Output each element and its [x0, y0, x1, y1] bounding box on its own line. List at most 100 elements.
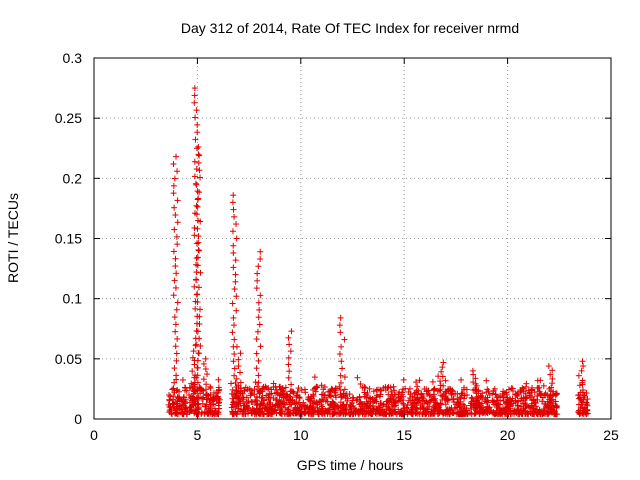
data-point — [369, 395, 376, 402]
data-point — [235, 395, 242, 402]
data-point — [514, 402, 521, 409]
data-point — [231, 322, 238, 329]
data-point — [499, 391, 506, 398]
data-point — [579, 377, 586, 384]
data-point — [466, 409, 473, 416]
data-point — [194, 129, 201, 136]
data-point — [315, 408, 322, 415]
data-point — [200, 360, 207, 367]
data-point — [347, 402, 354, 409]
data-point — [171, 277, 178, 284]
data-point — [369, 405, 376, 412]
data-point — [192, 136, 199, 143]
data-point — [430, 410, 437, 417]
data-point — [545, 363, 552, 370]
data-point — [215, 376, 222, 383]
data-point — [547, 371, 554, 378]
data-point — [281, 394, 288, 401]
data-point — [504, 398, 511, 405]
data-point — [286, 341, 293, 348]
data-point — [341, 374, 348, 381]
data-point — [194, 372, 201, 379]
data-point — [421, 386, 428, 393]
data-point — [455, 399, 462, 406]
data-point — [191, 283, 198, 290]
data-point — [187, 404, 194, 411]
data-point — [337, 379, 344, 386]
data-point — [578, 398, 585, 405]
data-point — [553, 391, 560, 398]
data-point — [174, 386, 181, 393]
axis-ticks: 0 5 10 15 20 25 0 0.05 0.1 0.15 0.2 0.25 0.3 — [55, 50, 619, 443]
data-point — [230, 358, 237, 365]
data-point — [207, 385, 214, 392]
data-point — [174, 197, 181, 204]
data-point — [491, 410, 498, 417]
data-point — [403, 405, 410, 412]
data-point — [209, 395, 216, 402]
data-point — [235, 363, 242, 370]
data-point — [368, 411, 375, 418]
y-tick-label: 0.05 — [55, 351, 82, 367]
data-point — [521, 405, 528, 412]
data-point — [336, 351, 343, 358]
data-point — [431, 403, 438, 410]
data-point — [195, 350, 202, 357]
data-point — [257, 248, 264, 255]
data-point — [377, 400, 384, 407]
data-point — [257, 256, 264, 263]
data-point — [202, 386, 209, 393]
data-point — [553, 404, 560, 411]
data-point — [295, 385, 302, 392]
data-point — [420, 405, 427, 412]
data-point — [170, 190, 177, 197]
data-point — [584, 396, 591, 403]
data-point — [338, 394, 345, 401]
data-point — [514, 390, 521, 397]
data-point — [282, 384, 289, 391]
data-point — [452, 404, 459, 411]
data-point — [194, 225, 201, 232]
data-point — [324, 410, 331, 417]
data-point — [346, 391, 353, 398]
data-point — [172, 321, 179, 328]
data-point — [439, 396, 446, 403]
data-point — [254, 270, 261, 277]
data-point — [384, 385, 391, 392]
data-point — [419, 392, 426, 399]
data-point — [318, 396, 325, 403]
data-point — [174, 241, 181, 248]
data-point — [483, 389, 490, 396]
x-tick-label: 20 — [500, 427, 516, 443]
data-point — [344, 397, 351, 404]
data-point — [193, 240, 200, 247]
data-point — [230, 410, 237, 417]
data-point — [203, 396, 210, 403]
data-point — [400, 386, 407, 393]
data-point — [361, 401, 368, 408]
data-point — [255, 387, 262, 394]
data-point — [548, 384, 555, 391]
data-point — [270, 384, 277, 391]
data-point — [228, 380, 235, 387]
data-point — [181, 398, 188, 405]
data-point — [288, 381, 295, 388]
data-point — [285, 354, 292, 361]
data-point — [255, 299, 262, 306]
data-point — [237, 350, 244, 357]
data-point — [472, 375, 479, 382]
data-point — [176, 404, 183, 411]
y-tick-label: 0.3 — [63, 50, 83, 66]
data-point — [534, 377, 541, 384]
data-point — [195, 404, 202, 411]
data-point — [330, 411, 337, 418]
data-point — [461, 384, 468, 391]
data-point — [196, 335, 203, 342]
data-point — [232, 271, 239, 278]
data-point — [188, 380, 195, 387]
data-point — [233, 307, 240, 314]
data-point — [337, 387, 344, 394]
data-point — [182, 384, 189, 391]
data-point — [458, 408, 465, 415]
x-tick-label: 0 — [90, 427, 98, 443]
